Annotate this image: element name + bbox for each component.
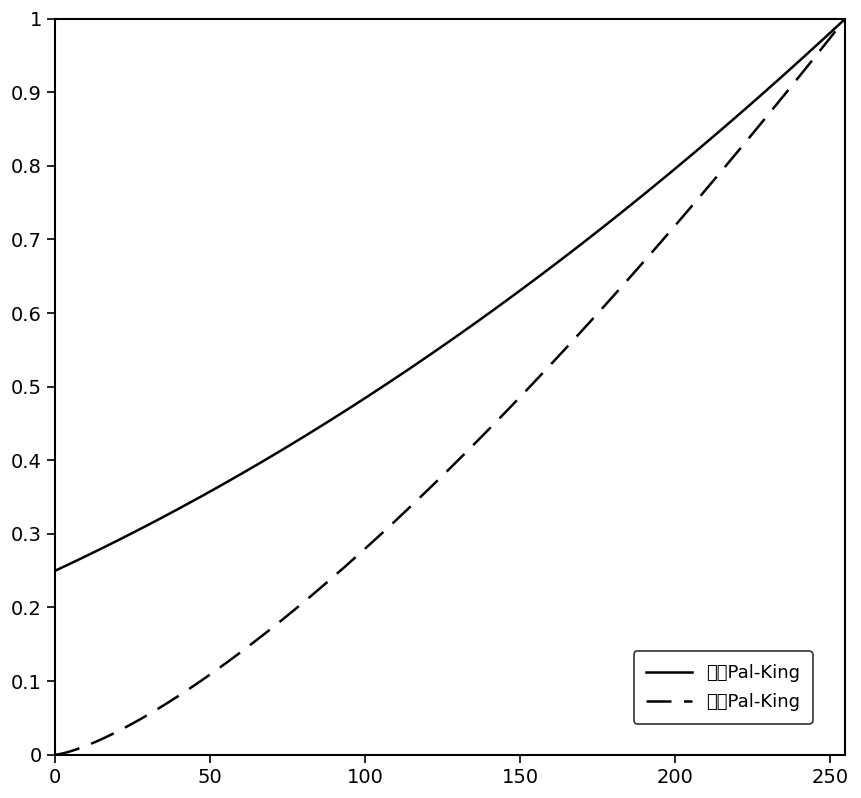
经典Pal-King — [672, 162, 682, 172]
经典Pal-King — [816, 35, 827, 45]
经典Pal-King — [434, 343, 444, 353]
改进Pal-King — [413, 494, 424, 504]
经典Pal-King — [90, 547, 101, 556]
Line: 经典Pal-King: 经典Pal-King — [55, 18, 845, 571]
改进Pal-King — [90, 737, 101, 747]
经典Pal-King — [839, 14, 850, 23]
Legend: 经典Pal-King, 改进Pal-King: 经典Pal-King, 改进Pal-King — [633, 651, 812, 724]
经典Pal-King — [816, 35, 827, 45]
改进Pal-King — [50, 750, 60, 760]
改进Pal-King — [816, 43, 827, 53]
Line: 改进Pal-King: 改进Pal-King — [55, 18, 845, 755]
改进Pal-King — [434, 474, 444, 484]
改进Pal-King — [816, 43, 827, 53]
经典Pal-King — [50, 566, 60, 575]
改进Pal-King — [839, 14, 850, 23]
改进Pal-King — [672, 218, 682, 227]
经典Pal-King — [413, 358, 424, 367]
